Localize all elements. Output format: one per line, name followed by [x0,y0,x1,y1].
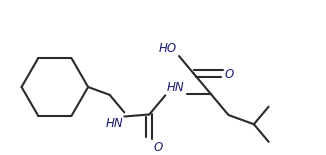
Text: O: O [225,68,234,81]
Text: HN: HN [106,117,123,130]
Text: HN: HN [166,81,184,94]
Text: O: O [154,142,163,155]
Text: HO: HO [159,42,177,55]
